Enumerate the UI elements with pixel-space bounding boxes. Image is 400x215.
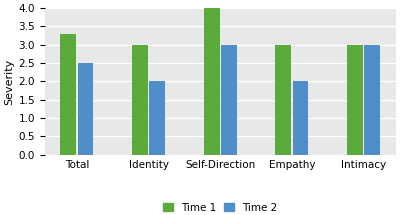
Bar [60,34,76,155]
Bar [364,45,380,155]
Bar [293,81,308,155]
Bar [347,45,363,155]
Bar [149,81,165,155]
Y-axis label: Severity: Severity [4,58,14,105]
Bar [276,45,291,155]
Bar [78,63,94,155]
Bar [221,45,237,155]
Bar [204,8,220,155]
Bar [132,45,148,155]
Legend: Time 1, Time 2: Time 1, Time 2 [159,199,282,215]
